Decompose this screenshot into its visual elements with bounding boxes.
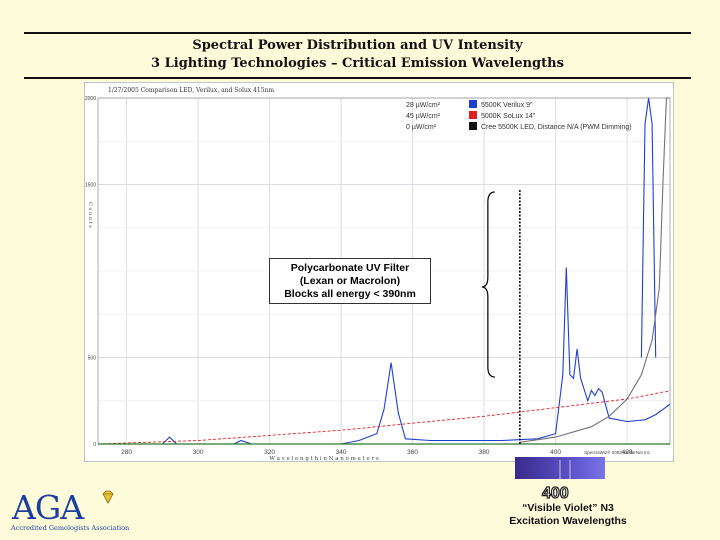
y-axis-label: C o u n t s — [87, 202, 93, 228]
chart-header: 1/27/2005 Comparison LED, Verilux, and S… — [108, 87, 274, 94]
legend-label: Cree 5500K LED, Distance N/A (PWM Dimmin… — [481, 124, 632, 131]
x-tick-label: 420 — [622, 449, 633, 456]
x-axis-label: W a v e l e n g t h i n N a n o m e t e … — [269, 456, 379, 462]
x-tick-label: 320 — [264, 449, 275, 456]
aga-logo-text: AGA — [12, 488, 84, 527]
legend-label: 5500K Verilux 9" — [481, 102, 533, 109]
legend-swatch — [469, 122, 477, 130]
y-tick-label: 500 — [88, 356, 97, 362]
swatch-label: 400 — [542, 485, 569, 500]
chart-credit: SpectraWiz® 2003 StellarNet Inc — [584, 449, 651, 455]
title-rule-top — [24, 32, 691, 34]
filter-bracket — [481, 191, 495, 378]
caption-line-1: “Visible Violet” N3 — [522, 502, 614, 514]
legend-label: 5000K SoLux 14" — [481, 113, 536, 120]
callout-line-2: (Lexan or Macrolon) — [299, 275, 401, 287]
x-tick-label: 360 — [407, 449, 418, 456]
spectrum-chart: 280 300 320 340 360 380 400 420 0 500 1500 2000 1/27… — [84, 82, 674, 462]
series-line — [97, 390, 671, 445]
legend-value: 28 µW/cm² — [406, 102, 441, 109]
aga-logo-subtitle: Accredited Gemologists Association — [11, 524, 130, 532]
title-line-1: Spectral Power Distribution and UV Inten… — [192, 38, 523, 53]
x-tick-label: 280 — [121, 449, 132, 456]
y-tick-label: 2000 — [85, 96, 96, 102]
visible-violet-caption: “Visible Violet” N3 Excitation Wavelengt… — [496, 502, 640, 528]
series-line — [640, 97, 657, 358]
x-tick-label: 300 — [193, 449, 204, 456]
y-tick-label: 0 — [93, 442, 96, 448]
y-tick-label: 1500 — [85, 183, 96, 189]
legend-value: 45 µW/cm² — [406, 113, 441, 120]
legend-value: 0 µW/cm² — [406, 124, 437, 131]
uv-filter-callout: Polycarbonate UV Filter (Lexan or Macrol… — [269, 258, 431, 304]
violet-swatch: 400 — [515, 457, 605, 500]
callout-line-1: Polycarbonate UV Filter — [290, 262, 410, 274]
legend-swatch — [469, 100, 477, 108]
series-line — [519, 97, 670, 443]
title-line-2: 3 Lighting Technologies – Critical Emiss… — [151, 56, 564, 71]
x-tick-label: 380 — [479, 449, 490, 456]
caption-line-2: Excitation Wavelengths — [509, 515, 627, 527]
x-tick-label: 340 — [336, 449, 347, 456]
callout-line-3: Blocks all energy < 390nm — [284, 288, 416, 300]
x-tick-label: 400 — [550, 449, 561, 456]
legend-swatch — [469, 111, 477, 119]
title-rule-bottom — [24, 77, 691, 79]
gem-icon — [102, 490, 114, 504]
